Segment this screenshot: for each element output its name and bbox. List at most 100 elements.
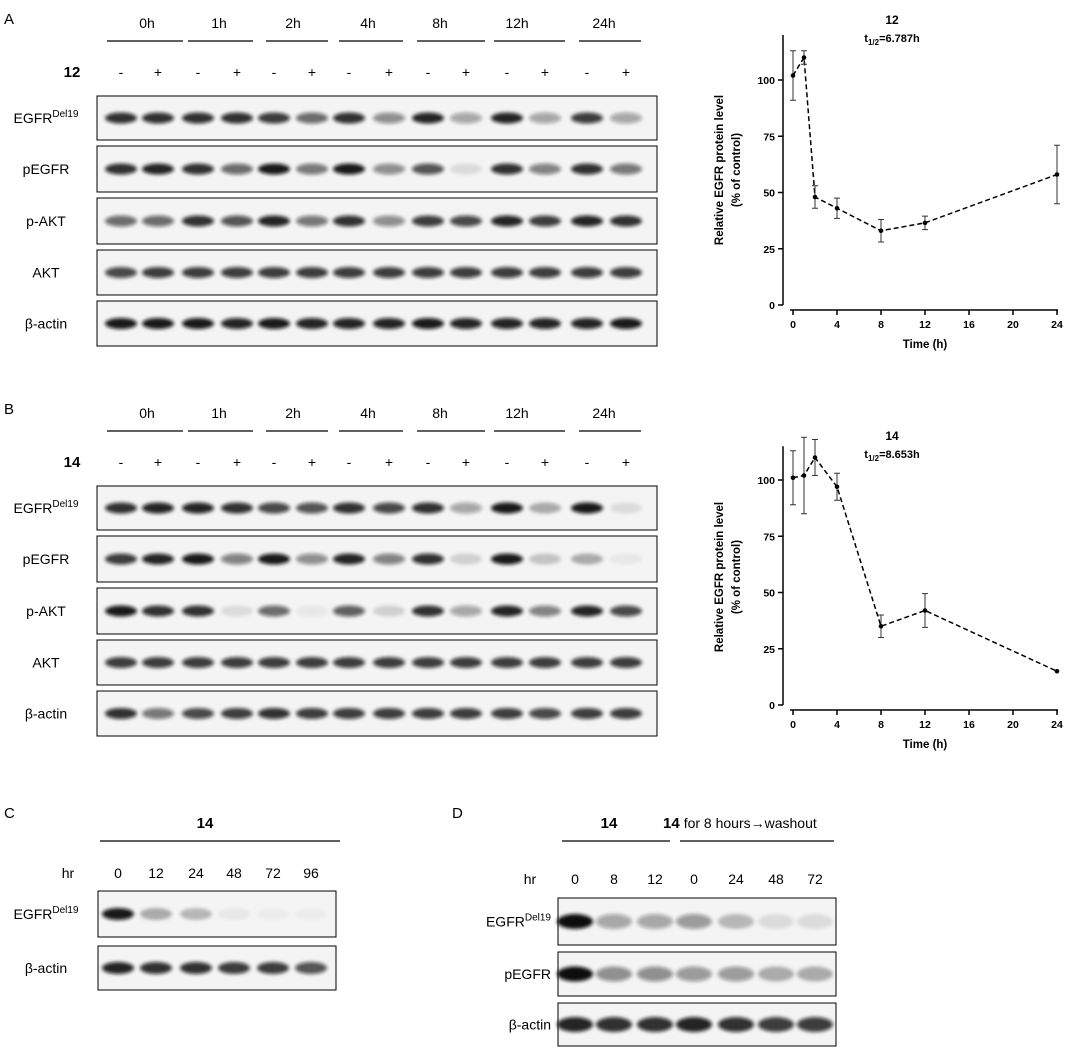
x-tick-label: 4 — [834, 719, 840, 731]
band — [105, 502, 137, 514]
timepoint-label: 8h — [432, 15, 448, 31]
band — [491, 215, 523, 227]
band — [557, 1017, 593, 1032]
band — [571, 267, 603, 278]
band — [221, 318, 253, 329]
band — [571, 215, 603, 227]
protein-name: AKT — [32, 265, 60, 281]
band — [142, 163, 174, 175]
band — [637, 914, 673, 929]
blot-row: EGFRDel19 — [13, 95, 658, 141]
band-lanes — [105, 318, 642, 329]
untreated-sign: - — [196, 454, 201, 470]
band — [102, 962, 134, 974]
band — [258, 605, 290, 617]
band — [491, 657, 523, 668]
blot-membrane — [97, 890, 337, 938]
protein-name: β-actin — [25, 316, 67, 332]
band — [258, 112, 290, 124]
chart-subtitle: t1/2=8.653h — [864, 449, 920, 463]
band — [333, 553, 365, 565]
hour-label: 8 — [610, 871, 618, 887]
protein-variant-superscript: Del19 — [52, 905, 79, 916]
band — [491, 708, 523, 719]
x-tick-label: 8 — [878, 319, 884, 331]
treated-sign: + — [385, 454, 393, 470]
band — [450, 318, 482, 329]
band — [637, 1017, 673, 1032]
chart-2: 14 t1/2=8.653h 0 25 50 75 100 0 4 8 12 16 20 24 Time (… — [714, 429, 1063, 751]
band — [557, 966, 593, 982]
timepoint-label: 12h — [505, 405, 528, 421]
band — [142, 502, 174, 514]
hour-label: 0 — [690, 871, 698, 887]
treated-sign: + — [308, 454, 316, 470]
band — [105, 267, 137, 278]
protein-variant-superscript: Del19 — [52, 499, 79, 510]
band — [450, 215, 482, 227]
hour-label: 12 — [647, 871, 663, 887]
band — [596, 914, 632, 929]
band — [182, 502, 214, 514]
half-life-subscript: 1/2 — [868, 38, 880, 47]
band — [142, 708, 174, 719]
data-point — [812, 194, 818, 200]
protein-name: β-actin — [25, 706, 67, 722]
band — [333, 502, 365, 514]
band — [637, 966, 673, 982]
band — [105, 163, 137, 175]
band — [333, 605, 365, 617]
band — [182, 708, 214, 719]
band — [296, 163, 328, 175]
treated-sign: + — [462, 64, 470, 80]
band — [529, 215, 561, 227]
protein-name: EGFR — [13, 110, 52, 126]
blot-row: p-AKT — [26, 587, 658, 635]
x-tick-label: 4 — [834, 319, 840, 331]
band — [450, 163, 482, 175]
band — [571, 502, 603, 514]
panel-label: A — [4, 11, 14, 28]
band — [718, 966, 754, 982]
band — [676, 966, 712, 982]
untreated-sign: - — [505, 454, 510, 470]
band — [529, 267, 561, 278]
band — [142, 215, 174, 227]
band — [529, 708, 561, 719]
series-line — [792, 456, 1058, 672]
treated-sign: + — [154, 64, 162, 80]
y-tick-label: 25 — [763, 644, 775, 656]
treated-sign: + — [308, 64, 316, 80]
band — [610, 267, 642, 278]
row-label: β-actin — [25, 706, 67, 722]
series-line — [792, 55, 1058, 232]
band — [140, 908, 172, 920]
data-point — [1054, 172, 1060, 177]
band-lanes — [102, 908, 250, 920]
band — [596, 966, 632, 982]
band-lanes — [105, 553, 642, 565]
band — [295, 962, 327, 974]
band — [333, 215, 365, 227]
band-lanes — [105, 502, 642, 514]
timepoint-label: 24h — [592, 405, 615, 421]
protein-name: EGFR — [13, 906, 52, 922]
band — [182, 605, 214, 617]
data-point — [922, 220, 928, 226]
untreated-sign: - — [585, 454, 590, 470]
band — [105, 605, 137, 617]
band — [596, 1017, 632, 1032]
band — [296, 605, 328, 617]
band — [142, 605, 174, 617]
protein-name: β-actin — [25, 960, 67, 976]
y-tick-label: 75 — [763, 531, 775, 543]
band — [571, 657, 603, 668]
band — [221, 267, 253, 278]
x-tick-label: 8 — [878, 719, 884, 731]
half-life-symbol: t — [864, 449, 868, 461]
protein-name: β-actin — [509, 1017, 551, 1033]
row-label: p-AKT — [26, 603, 66, 619]
panel-c: C 14 hr 0 12 24 48 72 96 EGFRDel19 β-actin — [4, 805, 340, 991]
band — [296, 502, 328, 514]
band — [105, 708, 137, 719]
